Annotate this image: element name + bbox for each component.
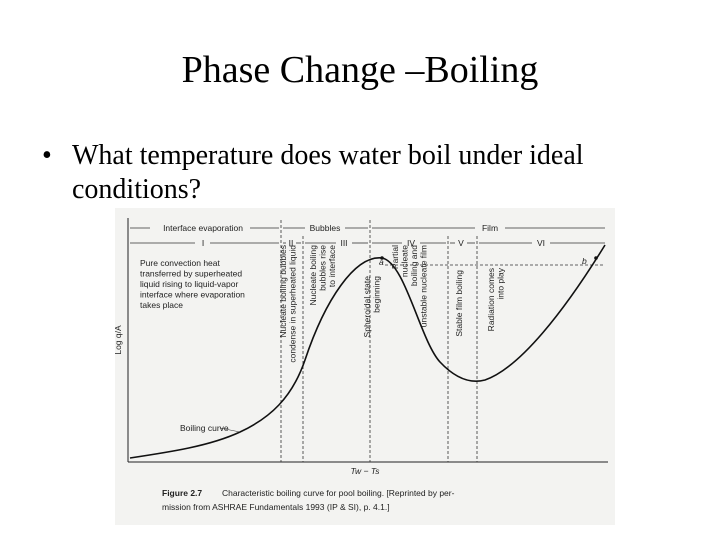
- caption-text: mission from ASHRAE Fundamentals 1993 (I…: [162, 502, 390, 512]
- region-note: Spheroidal state: [362, 276, 372, 338]
- caption-text: Characteristic boiling curve for pool bo…: [222, 488, 455, 498]
- figure: Interface evaporation Bubbles Film I II …: [113, 208, 615, 525]
- region-note: Pure convection heat: [140, 258, 220, 268]
- title: Phase Change –Boiling: [182, 49, 539, 91]
- region-note: interface where evaporation: [140, 290, 245, 300]
- region-note: beginning: [372, 276, 382, 313]
- curve-label: Boiling curve: [180, 423, 229, 433]
- region-note: nucleate: [400, 245, 410, 277]
- region-numeral: IV: [407, 238, 415, 248]
- point-a: [380, 256, 384, 260]
- header: Film: [482, 223, 498, 233]
- x-axis-label: Tw − Ts: [350, 466, 380, 476]
- region-note: Partial: [390, 245, 400, 269]
- header: Bubbles: [310, 223, 341, 233]
- figure-background: [115, 208, 615, 525]
- region-note: Radiation comes: [486, 268, 496, 331]
- region-note: condense in superheated liquid: [288, 245, 298, 363]
- region-note: Nucleate boiling bubbles: [278, 245, 288, 338]
- point-label: b: [582, 256, 587, 266]
- region-note: bubbles rise: [318, 245, 328, 291]
- bullet-marker: •: [42, 140, 52, 171]
- region-numeral: VI: [537, 238, 545, 248]
- region-note: Stable film boiling: [454, 270, 464, 337]
- region-numeral: II: [289, 238, 294, 248]
- bullet-text: What temperature does water boil under i…: [72, 140, 584, 171]
- region-numeral: III: [340, 238, 347, 248]
- region-note: transferred by superheated: [140, 269, 242, 279]
- region-numeral: I: [202, 238, 204, 248]
- point-b: [594, 256, 598, 260]
- region-note: boiling and: [409, 245, 419, 286]
- leader-line: [219, 427, 241, 433]
- region-note: to interface: [327, 245, 337, 287]
- region-numeral: V: [458, 238, 464, 248]
- header-lines: [130, 227, 605, 244]
- caption-label: Figure 2.7: [162, 488, 202, 498]
- region-note: into play: [496, 267, 506, 299]
- region-note: unstable nucleate film: [419, 245, 429, 327]
- region-note: liquid rising to liquid-vapor: [140, 279, 238, 289]
- region-note: takes place: [140, 300, 183, 310]
- header: Interface evaporation: [163, 223, 243, 233]
- y-axis-label: Log q/A: [113, 325, 123, 355]
- region-note: Nucleate boiling: [308, 245, 318, 306]
- bullet-text: conditions?: [72, 174, 201, 205]
- point-label: a: [379, 257, 384, 267]
